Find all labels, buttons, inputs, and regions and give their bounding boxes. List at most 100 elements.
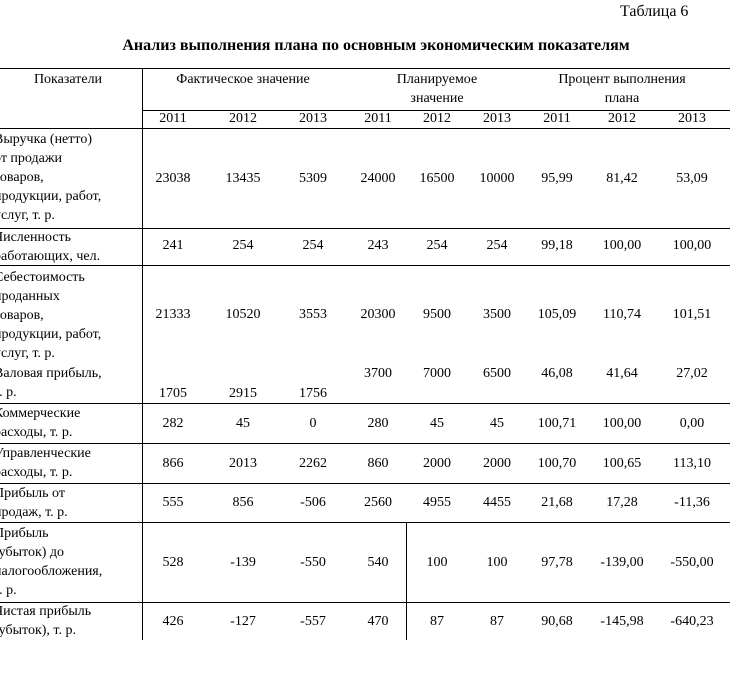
cell-value: 2000 [423, 456, 451, 471]
cell-value: 0 [309, 416, 317, 431]
cell-value: 860 [367, 456, 389, 471]
cell-value: 0,00 [679, 416, 705, 431]
header-group: плана [604, 91, 640, 106]
row-label: продукции, работ, [0, 189, 102, 204]
cell-value: 243 [367, 238, 389, 253]
rule [0, 483, 730, 484]
header-year: 2012 [229, 111, 257, 126]
row-label: Коммерческие [0, 406, 81, 421]
rule [0, 602, 730, 603]
cell-value: 2560 [364, 495, 392, 510]
cell-value: 2000 [483, 456, 511, 471]
cell-value: 53,09 [676, 171, 708, 186]
cell-value: 10000 [479, 171, 515, 186]
header-year: 2013 [483, 111, 511, 126]
cell-value: 4455 [483, 495, 511, 510]
cell-value: 9500 [423, 307, 451, 322]
header-indicator: Показатели [33, 72, 103, 87]
cell-value: 81,42 [606, 171, 638, 186]
row-label: расходы, т. р. [0, 425, 73, 440]
cell-value: 97,78 [541, 555, 573, 570]
row-label: услуг, т. р. [0, 208, 55, 223]
table-caption: Таблица 6 [620, 3, 689, 20]
rule [0, 443, 730, 444]
cell-value: 105,09 [537, 307, 577, 322]
cell-value: 280 [367, 416, 389, 431]
cell-value: 3553 [299, 307, 327, 322]
cell-value: -506 [300, 495, 326, 510]
cell-value: 1756 [299, 386, 327, 401]
cell-value: 555 [162, 495, 184, 510]
cell-value: 110,74 [603, 307, 641, 322]
row-label: расходы, т. р. [0, 465, 73, 480]
cell-value: 254 [232, 238, 254, 253]
row-label: Себестоимость [0, 270, 85, 285]
table-title: Анализ выполнения плана по основным экон… [122, 37, 630, 54]
rule [0, 68, 730, 69]
cell-value: -550 [300, 555, 326, 570]
cell-value: 16500 [419, 171, 455, 186]
cell-value: 254 [302, 238, 324, 253]
cell-value: 90,68 [541, 614, 573, 629]
rule [0, 128, 730, 129]
cell-value: 27,02 [676, 366, 708, 381]
cell-value: 2915 [229, 386, 257, 401]
row-label: Валовая прибыль, [0, 366, 102, 381]
cell-value: 24000 [360, 171, 396, 186]
cell-value: 470 [367, 614, 389, 629]
cell-value: 241 [162, 238, 184, 253]
header-year: 2012 [423, 111, 451, 126]
cell-value: 6500 [483, 366, 511, 381]
row-label: товаров, [0, 170, 44, 185]
cell-value: 100,65 [602, 456, 642, 471]
cell-value: 4955 [423, 495, 451, 510]
cell-value: 100,00 [602, 416, 642, 431]
row-label: проданных [0, 289, 60, 304]
row-label: услуг, т. р. [0, 346, 55, 361]
cell-value: 254 [486, 238, 508, 253]
row-label: т. р. [0, 583, 17, 598]
cell-value: 95,99 [541, 171, 573, 186]
cell-value: 254 [426, 238, 448, 253]
cell-value: 540 [367, 555, 389, 570]
cell-value: 100,00 [602, 238, 642, 253]
row-label: (убыток) до [0, 545, 65, 560]
cell-value: 99,18 [541, 238, 573, 253]
row-label: от продажи [0, 151, 63, 166]
cell-value: 100 [426, 555, 448, 570]
rule [142, 68, 143, 640]
cell-value: 23038 [155, 171, 191, 186]
cell-value: 45 [490, 416, 504, 431]
cell-value: 113,10 [673, 456, 711, 471]
header-year: 2013 [678, 111, 706, 126]
row-label: Выручка (нетто) [0, 132, 92, 147]
header-year: 2011 [159, 111, 187, 126]
cell-value: 3700 [364, 366, 392, 381]
cell-value: -139 [230, 555, 256, 570]
cell-value: 45 [236, 416, 250, 431]
cell-value: 1705 [159, 386, 187, 401]
cell-value: 87 [430, 614, 444, 629]
cell-value: 2262 [299, 456, 327, 471]
header-year: 2011 [543, 111, 571, 126]
row-label: Прибыль от [0, 486, 65, 501]
cell-value: 100 [486, 555, 508, 570]
rule [142, 110, 730, 111]
rule [0, 522, 730, 523]
row-label: продукции, работ, [0, 327, 102, 342]
cell-value: -11,36 [674, 495, 710, 510]
rule [406, 522, 407, 640]
cell-value: 46,08 [541, 366, 573, 381]
header-year: 2011 [364, 111, 392, 126]
row-label: продаж, т. р. [0, 505, 68, 520]
cell-value: -145,98 [600, 614, 644, 629]
cell-value: 10520 [225, 307, 261, 322]
cell-value: 866 [162, 456, 184, 471]
cell-value: 101,51 [672, 307, 712, 322]
cell-value: 45 [430, 416, 444, 431]
cell-value: 100,00 [672, 238, 712, 253]
cell-value: 3500 [483, 307, 511, 322]
cell-value: 5309 [299, 171, 327, 186]
cell-value: 87 [490, 614, 504, 629]
